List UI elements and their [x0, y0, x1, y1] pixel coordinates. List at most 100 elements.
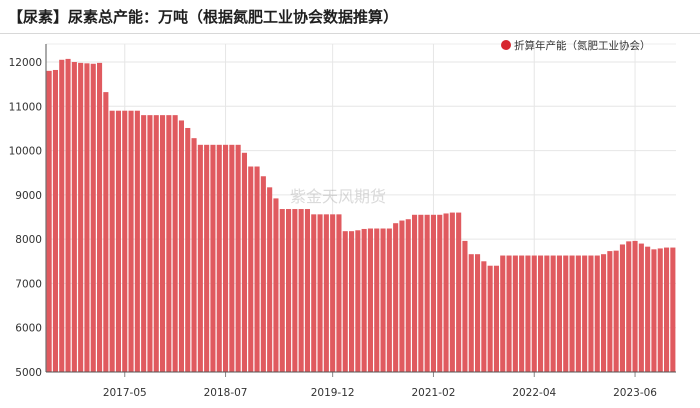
bar — [412, 214, 418, 372]
bar — [210, 144, 216, 372]
bar — [65, 58, 71, 373]
bar — [456, 212, 462, 372]
bar — [229, 144, 235, 372]
bar — [46, 70, 52, 372]
bar — [399, 220, 405, 372]
bar — [582, 255, 588, 372]
bar — [468, 254, 474, 372]
bar — [613, 250, 619, 372]
bar — [443, 213, 449, 372]
bar — [405, 219, 411, 372]
bar — [651, 249, 657, 372]
bar — [59, 59, 65, 373]
bar — [367, 228, 373, 372]
bar — [638, 243, 644, 372]
bar — [430, 214, 436, 372]
x-tick-label: 2022-04 — [512, 387, 556, 399]
watermark: 紫金天风期货 — [290, 187, 386, 206]
bar — [336, 214, 342, 372]
bar — [90, 63, 96, 373]
bar — [311, 214, 317, 372]
y-tick-label: 12000 — [9, 57, 42, 69]
x-tick-label: 2019-12 — [311, 387, 355, 399]
y-tick-label: 7000 — [15, 278, 42, 290]
bar — [588, 255, 594, 372]
bar — [97, 62, 103, 373]
bar — [216, 144, 222, 372]
bar — [538, 255, 544, 372]
bar — [267, 187, 273, 372]
bar — [500, 255, 506, 372]
bar — [569, 255, 575, 372]
bar — [575, 255, 581, 372]
bar — [191, 138, 197, 372]
bar — [52, 69, 58, 372]
bar — [141, 115, 147, 373]
bar — [317, 214, 323, 372]
x-tick-label: 2021-02 — [412, 387, 456, 399]
bar — [286, 209, 292, 372]
bar — [449, 212, 455, 372]
bar — [544, 255, 550, 372]
bar — [393, 223, 399, 372]
bar — [607, 251, 613, 372]
bar — [84, 63, 90, 372]
bar — [172, 115, 178, 373]
bar — [481, 261, 487, 372]
bar — [330, 214, 336, 372]
bar — [109, 110, 115, 372]
bar — [279, 209, 285, 372]
bar — [594, 255, 600, 372]
bar — [71, 62, 77, 372]
bar — [493, 265, 499, 372]
bar — [462, 240, 468, 372]
y-tick-label: 10000 — [9, 146, 42, 158]
bar — [323, 214, 329, 372]
bar — [166, 115, 172, 373]
bar — [512, 255, 518, 372]
y-tick-label: 9000 — [15, 190, 42, 202]
bar — [304, 209, 310, 372]
bar — [223, 144, 229, 372]
legend-label: 折算年产能（氮肥工业协会） — [514, 39, 651, 52]
bar — [550, 255, 556, 372]
bar — [645, 246, 651, 372]
chart-title: 【尿素】尿素总产能：万吨（根据氮肥工业协会数据推算） — [8, 8, 399, 26]
bar — [657, 248, 663, 372]
bar — [475, 254, 481, 372]
bar — [349, 231, 355, 372]
bar — [418, 214, 424, 372]
bar — [525, 255, 531, 372]
y-tick-label: 8000 — [15, 234, 42, 246]
bar — [361, 228, 367, 372]
bar — [134, 110, 140, 372]
bar — [506, 255, 512, 372]
bar — [292, 209, 298, 372]
bar — [601, 254, 607, 372]
bar — [185, 127, 191, 372]
bar — [78, 62, 84, 373]
bar — [531, 255, 537, 372]
title-divider — [0, 33, 700, 34]
bar — [115, 110, 121, 372]
bar — [424, 214, 430, 372]
bar — [153, 115, 159, 373]
bar — [664, 247, 670, 372]
bar — [342, 231, 348, 372]
legend: 折算年产能（氮肥工业协会） — [501, 39, 651, 52]
x-tick-label: 2018-07 — [204, 387, 248, 399]
y-tick-label: 11000 — [9, 101, 42, 113]
bar — [626, 241, 632, 372]
x-tick-label: 2017-05 — [103, 387, 147, 399]
bar — [178, 120, 184, 372]
bar — [128, 110, 134, 372]
bar — [260, 176, 266, 372]
bars — [46, 58, 676, 373]
bar — [248, 166, 254, 372]
bar — [386, 228, 392, 372]
bar — [519, 255, 525, 372]
bar — [632, 240, 638, 372]
bar — [374, 228, 380, 372]
bar — [487, 265, 493, 372]
bar — [380, 228, 386, 372]
